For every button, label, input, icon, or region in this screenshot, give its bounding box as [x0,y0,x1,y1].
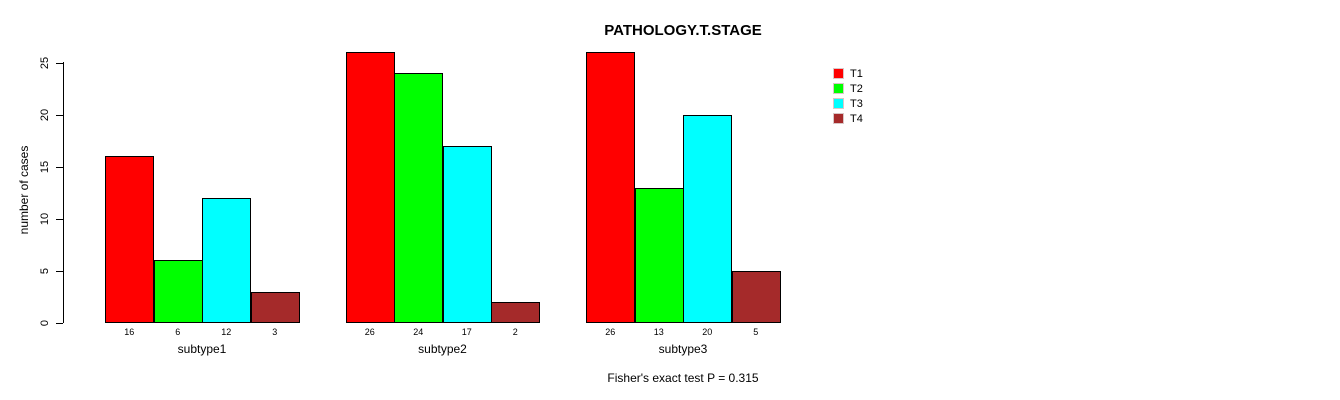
legend-label: T2 [850,82,863,95]
legend-label: T1 [850,67,863,80]
x-category-label-subtype3: subtype3 [658,342,708,356]
legend-swatch-T1 [833,68,844,79]
bar-subtype1-T4 [250,292,300,323]
legend-swatch-T3 [833,98,844,109]
legend: T1 T2 T3 T4 [833,66,863,126]
bar-value-label: 6 [175,327,181,337]
y-tick-label: 20 [39,108,51,121]
y-tick-mark [56,166,63,168]
bar-subtype1-T1 [105,156,154,323]
legend-item-T3: T3 [833,96,863,111]
bar-value-label: 26 [605,327,616,337]
legend-item-T4: T4 [833,111,863,126]
x-category-label-subtype2: subtype2 [418,342,467,356]
x-category-label-subtype1: subtype1 [177,342,227,356]
bar-subtype1-T3 [202,198,251,323]
bar-subtype1-T2 [153,260,203,323]
chart-title: PATHOLOGY.T.STAGE [604,22,762,39]
bar-subtype3-T1 [586,52,635,323]
y-axis-line [63,62,64,323]
bar-value-label: 26 [364,327,375,337]
y-tick-label: 25 [39,56,51,69]
legend-item-T2: T2 [833,81,863,96]
legend-swatch-T4 [833,113,844,124]
legend-item-T1: T1 [833,66,863,81]
bar-value-label: 3 [272,327,278,337]
y-axis-label: number of cases [17,145,31,235]
bar-subtype3-T4 [731,271,781,323]
y-tick-mark [56,218,63,220]
bar-value-label: 16 [124,327,135,337]
y-tick-label: 15 [39,160,51,173]
bar-subtype2-T4 [491,302,540,323]
bar-value-label: 20 [702,327,713,337]
bar-value-label: 5 [753,327,759,337]
bar-value-label: 12 [221,327,232,337]
y-tick-mark [56,270,63,272]
bar-subtype3-T3 [683,115,732,323]
bar-subtype2-T1 [345,52,395,323]
y-tick-label: 5 [39,267,51,274]
annotation-text: Fisher's exact test P = 0.315 [607,371,759,385]
bar-subtype2-T2 [394,73,443,323]
bar-subtype3-T2 [634,188,684,323]
y-tick-mark [56,323,63,324]
legend-label: T4 [850,112,863,125]
legend-swatch-T2 [833,83,844,94]
bar-value-label: 24 [413,327,424,337]
y-tick-label: 0 [39,319,51,327]
y-tick-mark [56,62,63,64]
y-tick-label: 10 [39,212,51,225]
bar-value-label: 13 [653,327,664,337]
bar-value-label: 17 [461,327,472,337]
bar-value-label: 2 [512,327,518,337]
legend-label: T3 [850,97,863,110]
bar-subtype2-T3 [442,146,492,323]
y-tick-mark [56,114,63,116]
